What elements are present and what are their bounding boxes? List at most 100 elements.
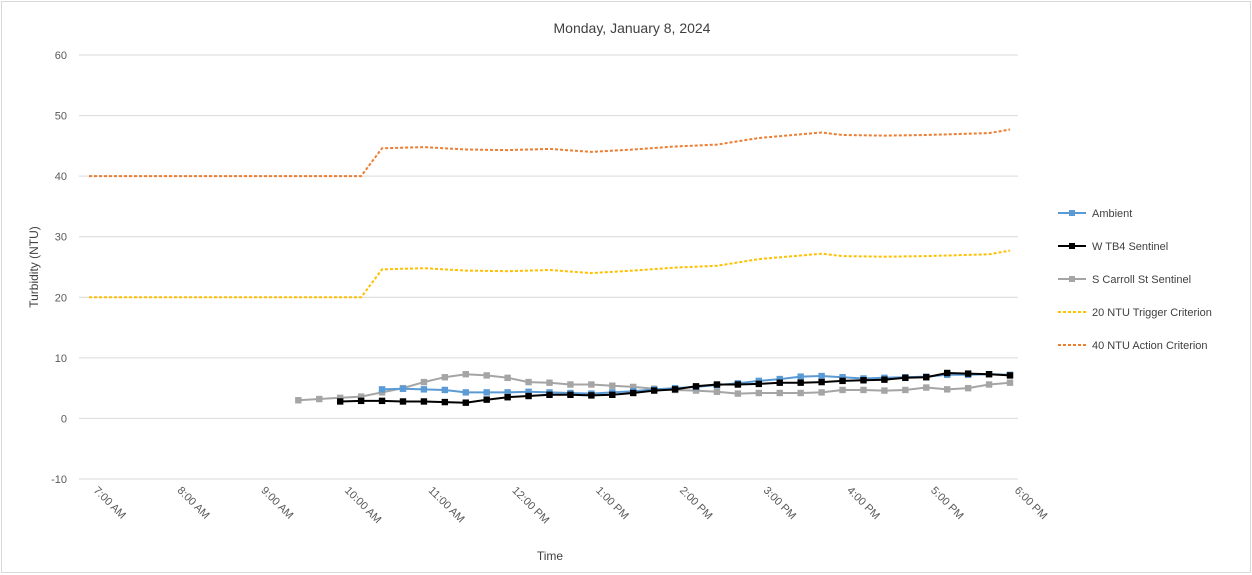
data-point [504, 374, 511, 382]
x-tick-label: 3:00 PM [761, 485, 798, 522]
y-tick-label: 10 [55, 353, 67, 365]
data-point [1006, 379, 1014, 386]
x-tick-label: 11:00 AM [426, 485, 467, 526]
legend-label: Ambient [1092, 208, 1132, 220]
x-tick-label: 5:00 PM [928, 485, 965, 522]
data-point [734, 390, 742, 397]
data-point [399, 398, 407, 405]
data-point [839, 386, 846, 394]
x-tick-label: 7:00 AM [91, 485, 128, 522]
data-point [588, 392, 595, 399]
data-point [797, 379, 804, 386]
data-point [357, 393, 365, 400]
x-tick-label: 6:00 PM [1012, 485, 1049, 522]
data-point [336, 394, 344, 402]
x-tick-label: 1:00 PM [593, 485, 630, 522]
x-axis-title: Time [537, 549, 564, 563]
legend-marker [1069, 210, 1075, 216]
y-tick-label: -10 [51, 474, 67, 486]
data-point [902, 386, 909, 394]
data-point [630, 383, 637, 391]
data-point [944, 369, 951, 377]
data-point [881, 387, 888, 394]
data-point [295, 397, 302, 404]
data-point [860, 386, 867, 394]
data-point [420, 378, 428, 386]
data-point [713, 388, 721, 395]
data-point [776, 379, 783, 386]
series-40-ntu-action-criterion [89, 128, 1011, 178]
legend-marker [1069, 243, 1075, 249]
data-point [776, 389, 783, 397]
data-point [860, 377, 867, 384]
y-tick-label: 40 [55, 171, 67, 183]
data-point [797, 373, 804, 380]
data-point [902, 374, 909, 382]
x-tick-label: 9:00 AM [258, 485, 295, 522]
data-point [504, 389, 511, 396]
data-point [609, 382, 616, 389]
data-point [462, 389, 469, 396]
data-point [567, 391, 574, 399]
data-point [755, 380, 763, 388]
data-point [504, 394, 511, 401]
data-point [483, 372, 490, 379]
data-point [462, 399, 469, 406]
data-point [923, 384, 930, 391]
x-tick-label: 8:00 AM [175, 485, 212, 522]
data-point [420, 386, 428, 393]
data-point [588, 381, 595, 388]
data-point [1006, 372, 1014, 379]
legend: Ambient W TB4 Sentinel S Carroll St Sentin… [1058, 208, 1212, 352]
x-tick-label: 10:00 AM [342, 485, 383, 526]
data-point [839, 377, 846, 385]
data-point [483, 389, 490, 396]
legend-label: W TB4 Sentinel [1092, 241, 1168, 253]
data-point [671, 386, 679, 393]
data-point [985, 381, 993, 388]
data-point [567, 381, 574, 388]
data-point [734, 381, 742, 388]
data-point [964, 384, 972, 392]
data-point [797, 389, 804, 397]
data-point [525, 392, 532, 400]
data-point [692, 387, 700, 394]
x-tick-label: 4:00 PM [844, 485, 881, 522]
data-point [378, 397, 386, 405]
y-tick-label: 30 [55, 232, 67, 244]
chart-title: Monday, January 8, 2024 [554, 20, 711, 36]
y-tick-label: 60 [55, 50, 67, 62]
data-point [944, 386, 951, 393]
data-point [881, 376, 888, 383]
x-axis-ticks: 7:00 AM 8:00 AM 9:00 AM 10:00 AM 11:00 AM 12:… [91, 485, 1049, 527]
data-point [818, 378, 825, 386]
data-point [755, 389, 763, 397]
data-point [546, 391, 553, 399]
data-point [630, 389, 637, 397]
y-tick-label: 20 [55, 292, 67, 304]
data-point [839, 374, 846, 381]
data-point [713, 381, 721, 388]
data-point [692, 383, 700, 390]
data-point [378, 386, 386, 393]
data-point [546, 379, 553, 386]
y-axis-title: Turbidity (NTU) [27, 226, 41, 308]
data-point [525, 378, 532, 386]
legend-item: W TB4 Sentinel [1058, 241, 1168, 253]
data-point [336, 398, 344, 405]
y-axis-ticks: -10 0 10 20 30 40 50 60 [51, 50, 67, 486]
data-point [483, 396, 490, 403]
data-point [420, 398, 428, 405]
data-point [462, 371, 469, 378]
legend-label: 40 NTU Action Criterion [1092, 340, 1208, 352]
series-w-tb4-sentinel [336, 369, 1014, 406]
y-tick-label: 0 [61, 413, 67, 425]
data-point [399, 385, 407, 392]
data-point [357, 397, 365, 405]
data-point [776, 375, 783, 383]
legend-marker [1069, 276, 1075, 282]
x-tick-label: 12:00 PM [510, 485, 552, 527]
data-point [818, 372, 825, 380]
